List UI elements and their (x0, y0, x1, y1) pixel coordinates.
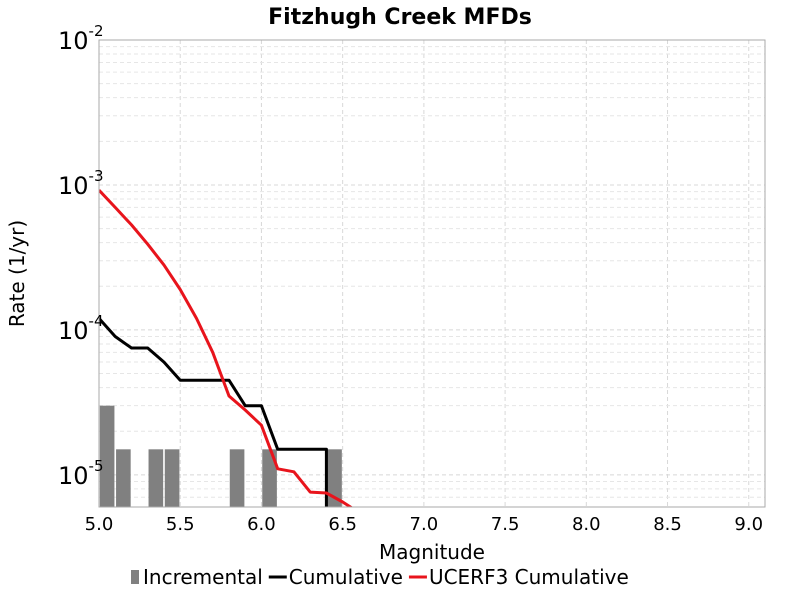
chart-title: Fitzhugh Creek MFDs (268, 5, 532, 30)
legend-label: UCERF3 Cumulative (429, 565, 629, 589)
series-lines (99, 189, 354, 507)
legend-label: Incremental (143, 565, 263, 589)
bar (164, 449, 180, 507)
legend: Incremental Cumulative UCERF3 Cumulative (131, 565, 629, 589)
series-line-cumulative (99, 317, 328, 507)
x-tick-label: 8.0 (572, 514, 601, 535)
x-tick-label: 6.5 (328, 514, 357, 535)
x-axis-label: Magnitude (379, 540, 485, 564)
y-tick-label: 10-3 (58, 167, 104, 200)
plot-frame (98, 39, 766, 508)
x-tick-label: 9.0 (734, 514, 763, 535)
x-tick-label: 7.5 (491, 514, 520, 535)
x-tick-label: 7.0 (410, 514, 439, 535)
x-tick-label: 6.0 (247, 514, 276, 535)
y-tick-label: 10-2 (58, 22, 104, 55)
bar (99, 405, 115, 507)
bar (116, 449, 131, 507)
series-line-ucerf3-cumulative (99, 189, 354, 507)
y-tick-label: 10-4 (58, 312, 104, 345)
bar (229, 449, 245, 507)
x-axis-ticks: 5.0 5.5 6.0 6.5 7.0 7.5 8.0 8.5 9.0 (85, 514, 763, 535)
legend-label: Cumulative (289, 565, 403, 589)
x-tick-label: 5.0 (85, 514, 114, 535)
bar (148, 449, 164, 507)
incremental-bars (99, 405, 342, 507)
legend-swatch-bar (131, 570, 139, 584)
bar (327, 449, 342, 507)
y-tick-label: 10-5 (58, 457, 104, 490)
y-axis-label: Rate (1/yr) (5, 220, 29, 327)
x-tick-label: 8.5 (653, 514, 682, 535)
bar (262, 449, 277, 507)
grid (98, 39, 765, 508)
x-tick-label: 5.5 (166, 514, 195, 535)
y-axis-ticks: 10-2 10-3 10-4 10-5 (58, 22, 104, 490)
